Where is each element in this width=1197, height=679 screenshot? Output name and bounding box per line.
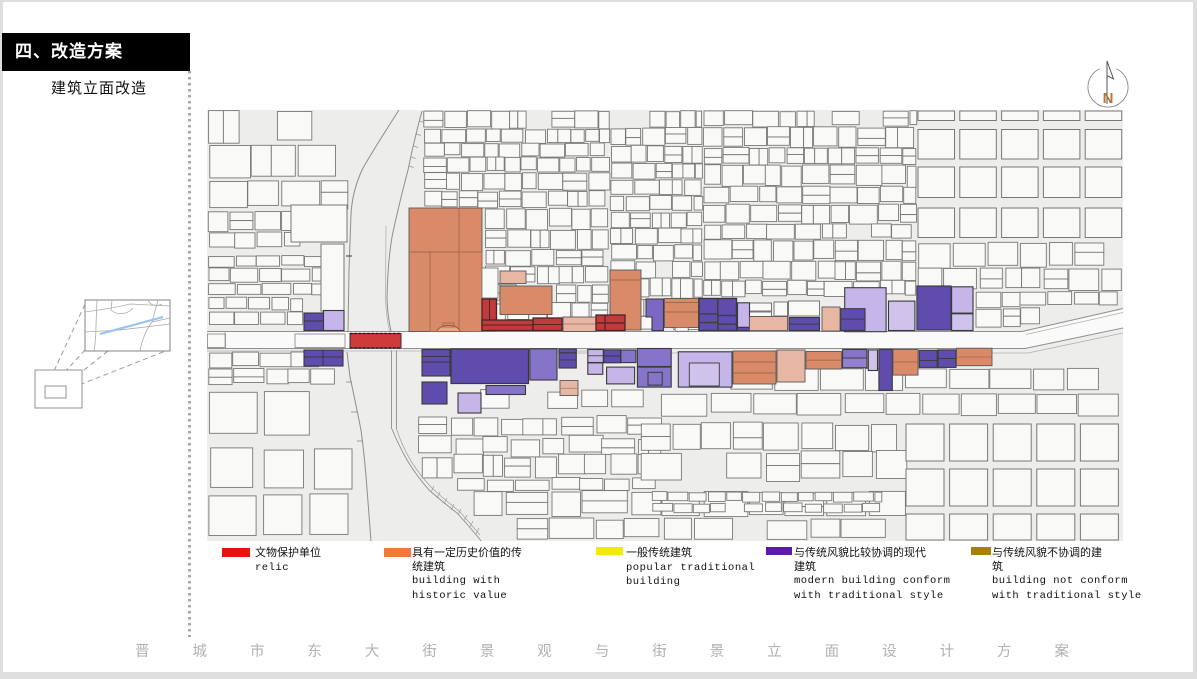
svg-text:N: N bbox=[1103, 90, 1114, 107]
